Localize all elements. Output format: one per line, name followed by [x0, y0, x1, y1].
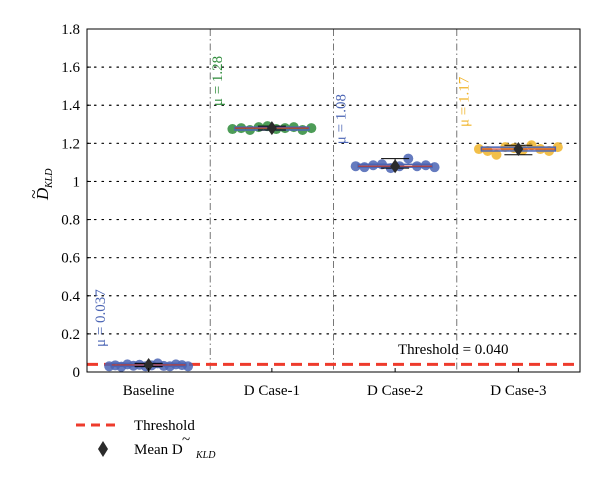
y-axis-ticks: 0 0.2 0.4 0.6 0.8 1 1.2 1.4 1.6 1.8: [61, 22, 91, 381]
y-tick-label-0: 0: [73, 365, 81, 381]
grid-lines: [86, 66, 581, 335]
legend-mean-tilde: ~: [182, 432, 190, 448]
mean-marker-0: [143, 357, 154, 372]
y-axis-label: D ~ KLD: [24, 168, 55, 201]
mean-marker-2: [390, 159, 401, 174]
legend: Threshold Mean D ~ KLD: [76, 418, 216, 461]
y-tick-label-4: 0.8: [61, 213, 80, 229]
y-tick-label-8: 1.6: [61, 60, 80, 76]
legend-threshold-label: Threshold: [134, 418, 195, 434]
x-tick-label-2: D Case-2: [367, 383, 423, 399]
y-axis-label-tilde: ~: [24, 190, 43, 199]
mean-marker-1: [266, 121, 277, 136]
data-point-2-8: [420, 160, 431, 171]
mu-annotation-1: μ = 1.28: [210, 56, 226, 106]
y-tick-label-5: 1: [73, 174, 81, 190]
y-tick-label-9: 1.8: [61, 22, 80, 38]
x-tick-label-3: D Case-3: [490, 383, 546, 399]
y-tick-label-7: 1.4: [61, 98, 80, 114]
mu-annotation-3: μ = 1.17: [457, 76, 473, 127]
legend-mean-swatch: [98, 441, 108, 457]
group-2: μ = 1.08: [334, 94, 440, 174]
y-tick-label-2: 0.4: [61, 289, 80, 305]
mu-annotation-2: μ = 1.08: [334, 94, 350, 144]
y-tick-label-3: 0.6: [61, 251, 80, 267]
x-tick-label-0: Baseline: [123, 383, 175, 399]
x-axis-categories: Baseline D Case-1 D Case-2 D Case-3: [123, 368, 547, 399]
data-point-2-2: [368, 160, 379, 171]
threshold-label: Threshold = 0.040: [398, 342, 509, 358]
group-separators: [209, 29, 458, 372]
x-tick-label-1: D Case-1: [244, 383, 300, 399]
data-point-1-0: [227, 124, 238, 135]
data-marks: μ = 0.037 μ = 1.28 μ = 1.08 μ = 1.17: [93, 56, 563, 372]
y-tick-label-6: 1.2: [61, 136, 80, 152]
group-3: μ = 1.17: [457, 76, 563, 160]
legend-mean-label: Mean D: [134, 442, 183, 458]
y-axis-label-text: D: [33, 187, 52, 201]
mu-annotation-0: μ = 0.037: [93, 289, 109, 347]
data-point-3-2: [491, 149, 502, 160]
y-tick-label-1: 0.2: [61, 327, 80, 343]
mean-marker-3: [513, 142, 524, 157]
group-1: μ = 1.28: [210, 56, 317, 136]
group-0: μ = 0.037: [93, 289, 194, 372]
plot-frame: [86, 28, 581, 373]
legend-mean-subscript: KLD: [195, 450, 216, 461]
y-axis-label-subscript: KLD: [44, 168, 55, 189]
